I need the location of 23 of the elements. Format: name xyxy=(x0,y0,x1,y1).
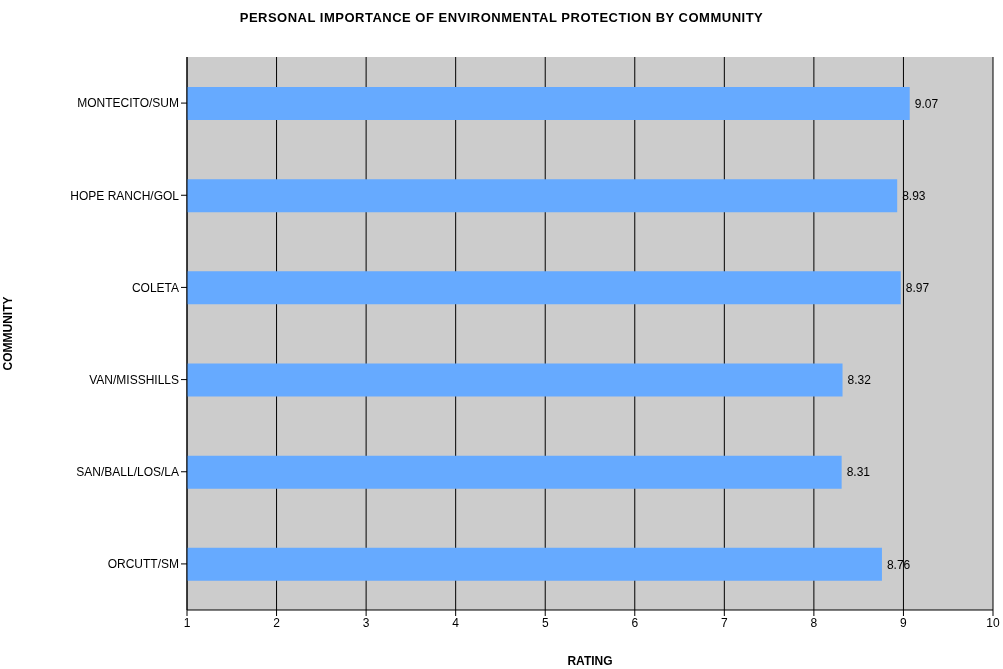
data-label: 8.97 xyxy=(905,281,930,296)
x-tick-label: 9 xyxy=(900,615,908,630)
x-tick-label: 5 xyxy=(541,615,549,630)
x-tick-label: 3 xyxy=(362,615,370,630)
y-axis-title: COMMUNITY xyxy=(1,296,16,371)
x-tick-label: 1 xyxy=(183,615,191,630)
y-tick-label: COLETA xyxy=(131,280,179,295)
x-tick-label: 4 xyxy=(452,615,460,630)
y-tick-label: HOPE RANCH/GOL xyxy=(70,188,180,203)
x-tick-label: 10 xyxy=(986,615,1000,630)
y-tick-label: VAN/MISSHILLS xyxy=(89,372,179,387)
x-tick-label: 2 xyxy=(273,615,281,630)
data-label: 8.31 xyxy=(846,465,871,480)
x-axis-title: RATING xyxy=(567,654,613,668)
chart-title: PERSONAL IMPORTANCE OF ENVIRONMENTAL PROTECTION BY COMMUNITY xyxy=(238,10,765,25)
x-tick-label: 7 xyxy=(720,615,728,630)
y-tick-label: ORCUTT/SM xyxy=(107,557,179,572)
data-label: 8.32 xyxy=(847,373,872,388)
y-tick-label: SAN/BALL/LOS/LA xyxy=(76,465,179,480)
data-label: 9.07 xyxy=(914,96,939,111)
x-tick-label: 6 xyxy=(631,615,639,630)
y-tick-label: MONTECITO/SUM xyxy=(77,96,179,111)
x-tick-label: 8 xyxy=(810,615,818,630)
